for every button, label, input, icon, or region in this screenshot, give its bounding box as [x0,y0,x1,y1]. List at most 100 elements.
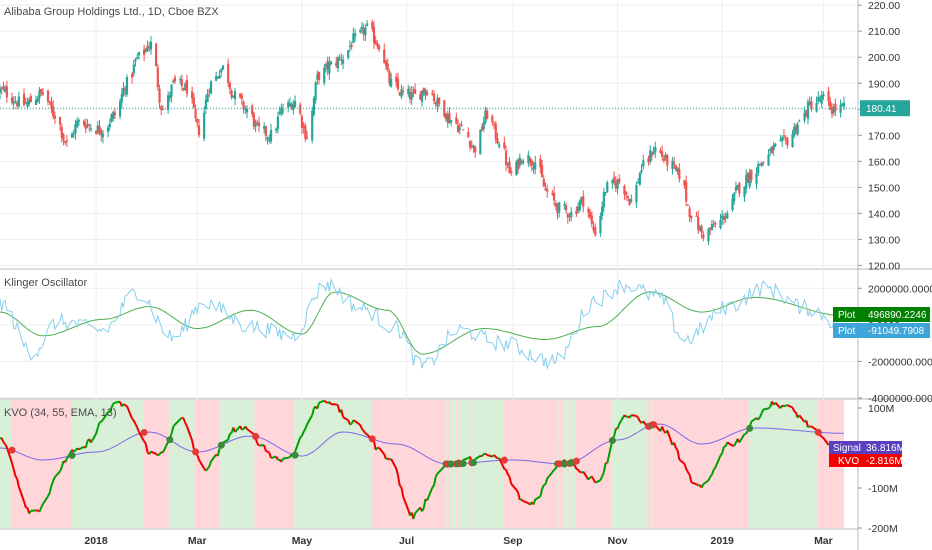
kvo-line-segment [244,425,248,430]
klinger-plot-line [0,291,844,355]
candle-body [384,60,388,66]
candle-body [230,90,233,98]
candle-body [50,101,53,109]
candle-body [486,110,489,120]
kvo-band [294,400,372,528]
kvo-line-segment [721,446,725,454]
kvo-line-segment [280,458,284,463]
kvo-line-segment [398,484,403,488]
time-axis[interactable]: 2018 Mar May Jul Sep Nov 2019 Mar [84,535,832,547]
candle-body [539,158,542,168]
kvo-line-segment [229,432,233,435]
kvo-line-segment [361,428,365,432]
kvo-line-segment [234,425,241,433]
kvo-line-segment [534,495,541,501]
kvo-line-segment [282,456,289,460]
kvo-line-segment [12,469,17,477]
kvo-line-segment [84,440,89,448]
kvo-line-segment [74,447,78,452]
candle-body [738,182,741,194]
kvo-line-segment [685,468,689,473]
kvo-band [371,400,446,528]
kvo-line-segment [143,440,147,445]
candle-body [757,164,760,174]
kvo-line-segment [431,484,435,489]
kvo-line-segment [637,417,641,422]
kvo-line-segment [323,399,327,403]
candle-body [4,88,7,92]
candle-body [317,72,321,81]
candle-body [518,157,521,166]
candle-body [0,87,3,89]
kvo-line-segment [532,499,537,505]
klinger-pane-title: Klinger Oscillator [4,277,87,289]
kvo-line-segment [325,401,329,404]
crossover-dot [8,446,16,454]
kvo-line-segment [577,469,581,473]
candle-body [137,51,141,56]
candle-body [299,104,302,114]
candle-body [822,94,825,97]
candle-body [341,59,345,64]
candle-body [782,135,786,137]
time-tick-label: May [292,535,313,547]
candle-body [444,113,448,120]
candle-body [22,93,26,105]
candle-body [805,110,808,117]
candlestick-series [0,19,846,246]
candle-body [673,162,676,164]
candle-body [736,185,739,190]
candle-body [408,92,412,99]
price-tick-label: 160.00 [868,156,900,168]
candle-body [323,67,326,83]
candle-body [839,104,842,113]
candle-body [16,102,19,107]
kvo-line-segment [807,425,811,429]
kvo-line-segment [400,487,405,497]
candle-body [750,169,753,181]
candle-body [650,153,653,156]
candle-body [414,89,417,94]
candle-body [827,91,830,102]
candle-body [268,139,271,142]
time-tick-label: Nov [608,535,628,547]
candle-body [148,47,151,49]
kvo-tag-value: -2.816M [866,456,903,467]
signal-line [0,423,844,465]
candle-body [256,122,259,124]
candle-body [371,22,374,29]
candle-body [791,134,794,148]
kvo-line-segment [821,435,825,439]
candle-body [290,104,293,110]
candle-body [781,137,784,141]
time-tick-label: Mar [814,535,833,547]
kvo-line-segment [131,417,135,422]
kvo-line-segment [390,458,398,469]
kvo-line-segment [96,422,101,429]
candle-body [798,120,801,122]
kvo-band [254,400,295,528]
candle-body [72,133,75,135]
candle-body [314,82,317,101]
candle-body [616,179,619,189]
price-tick-label: 190.00 [868,78,900,90]
candle-body [347,50,350,58]
candle-body [468,140,472,148]
kvo-line-segment [17,486,25,502]
candle-body [707,228,710,242]
kvo-line-segment [206,465,211,470]
kvo-line-segment [150,450,157,455]
candle-body [172,80,175,83]
kvo-line-segment [515,489,519,493]
candle-body [808,101,811,106]
candle-body [94,131,98,134]
candle-body [269,130,273,142]
kvo-line-segment [182,417,187,424]
candle-body [731,198,734,211]
kvo-line-segment [265,450,268,453]
kvo-line-segment [628,414,633,419]
candle-body [448,112,451,124]
kvo-line-segment [793,410,797,414]
kvo-line-segment [0,437,5,443]
